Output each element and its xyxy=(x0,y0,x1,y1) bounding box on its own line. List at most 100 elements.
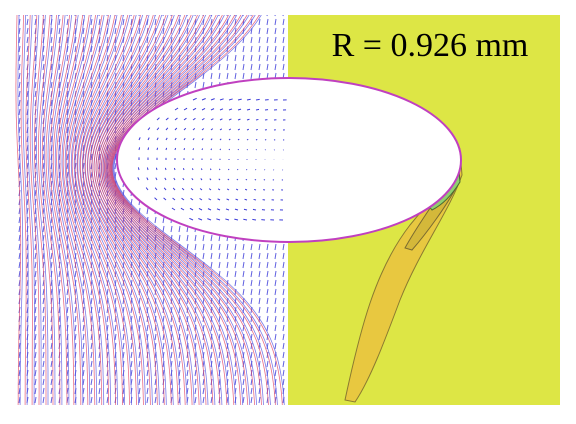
inner-arrow xyxy=(218,178,221,181)
inner-arrow xyxy=(246,108,251,111)
streamline xyxy=(70,15,119,405)
inner-arrow xyxy=(201,138,204,141)
inner-arrow xyxy=(181,197,185,201)
inner-arrow xyxy=(243,208,248,211)
radius-label: R = 0.926 mm xyxy=(332,27,529,64)
streamline xyxy=(45,15,68,405)
inner-arrow xyxy=(138,147,141,151)
inner-arrow xyxy=(182,168,185,171)
inner-arrow xyxy=(190,197,194,201)
droplet xyxy=(116,77,462,243)
inner-arrow xyxy=(201,118,205,121)
inner-arrow xyxy=(228,118,232,121)
streamline xyxy=(86,15,160,405)
inner-arrow xyxy=(237,148,240,151)
inner-arrow xyxy=(235,198,239,201)
streamlines xyxy=(15,15,285,405)
inner-arrow xyxy=(234,218,239,221)
inner-arrow xyxy=(217,198,221,201)
streamline xyxy=(89,15,172,405)
inner-arrow xyxy=(210,148,213,151)
streamline xyxy=(102,15,221,405)
streamline xyxy=(17,15,24,405)
streamline xyxy=(74,15,131,405)
streamline xyxy=(108,15,256,405)
inner-arrow xyxy=(237,138,240,141)
inner-arrow xyxy=(201,98,206,101)
inner-arrow xyxy=(236,168,239,171)
streamline xyxy=(49,15,75,405)
inner-arrow xyxy=(218,168,221,171)
inner-arrow xyxy=(226,188,230,191)
inner-arrow xyxy=(165,117,169,121)
inner-arrow xyxy=(228,138,231,141)
streamline xyxy=(111,15,276,405)
inner-arrow xyxy=(165,137,168,141)
inner-arrow xyxy=(200,168,203,171)
inner-arrow xyxy=(155,177,158,181)
inner-arrow xyxy=(237,118,241,121)
inner-arrow xyxy=(183,148,186,151)
inner-arrow xyxy=(255,118,259,121)
inner-arrow xyxy=(154,187,158,191)
inner-arrow xyxy=(189,207,194,211)
inner-arrow xyxy=(209,178,212,181)
inner-arrow xyxy=(156,117,160,121)
inner-arrow xyxy=(192,138,195,141)
inner-arrow xyxy=(201,128,205,131)
inner-arrow xyxy=(200,178,203,181)
inner-arrow xyxy=(255,128,258,131)
streamline xyxy=(103,15,228,405)
streamline xyxy=(61,15,98,405)
inner-arrow xyxy=(190,187,194,191)
inner-arrow xyxy=(225,218,230,221)
streamline xyxy=(95,15,188,405)
inner-arrow xyxy=(192,107,197,111)
inner-arrow xyxy=(246,148,248,151)
streamline xyxy=(41,15,61,405)
streamline xyxy=(27,15,35,405)
streamline xyxy=(67,15,112,405)
inner-arrow xyxy=(173,177,176,181)
inner-arrow xyxy=(237,98,242,101)
inner-arrow xyxy=(147,127,151,131)
streamline xyxy=(15,15,22,405)
inner-arrow xyxy=(189,217,194,221)
streamline xyxy=(56,15,89,405)
inner-arrow xyxy=(198,218,203,221)
streamline xyxy=(43,15,63,405)
inner-arrow xyxy=(174,147,177,151)
streamline xyxy=(110,15,269,405)
inner-arrow xyxy=(219,138,222,141)
inner-arrow xyxy=(255,138,258,141)
inner-arrow xyxy=(209,168,212,171)
streamline xyxy=(64,15,105,405)
inner-arrow xyxy=(165,127,169,131)
inner-arrow xyxy=(226,198,230,201)
streamline xyxy=(84,15,158,405)
inner-arrow xyxy=(246,118,250,121)
inner-arrow xyxy=(228,148,231,151)
inner-arrow xyxy=(156,127,160,131)
streamline xyxy=(113,15,285,405)
inner-arrow xyxy=(246,168,248,171)
streamline xyxy=(82,15,151,405)
inner-arrow xyxy=(147,137,150,141)
streamline xyxy=(68,15,117,405)
inner-arrow xyxy=(254,178,257,181)
inner-arrow xyxy=(183,127,187,131)
inner-arrow xyxy=(147,147,150,151)
inner-arrow xyxy=(208,198,212,201)
inner-arrows xyxy=(137,97,287,221)
inner-arrow xyxy=(191,178,194,181)
streamline xyxy=(109,15,262,405)
streamline xyxy=(97,15,195,405)
inner-arrow xyxy=(156,147,159,151)
inner-arrow xyxy=(237,128,241,131)
streamline xyxy=(29,15,40,405)
inner-arrow xyxy=(192,148,195,151)
inner-arrow xyxy=(246,138,249,141)
streamline xyxy=(73,15,126,405)
inner-arrow xyxy=(210,98,215,101)
